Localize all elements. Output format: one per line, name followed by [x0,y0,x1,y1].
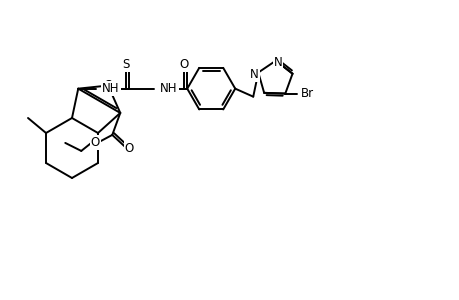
Text: NH: NH [160,82,177,95]
Text: N: N [249,68,258,81]
Text: S: S [122,58,129,71]
Text: S: S [104,79,112,92]
Text: O: O [90,136,100,149]
Text: NH: NH [102,82,119,95]
Text: O: O [179,58,189,71]
Text: Br: Br [300,87,313,100]
Text: N: N [273,56,282,69]
Text: O: O [124,142,134,155]
